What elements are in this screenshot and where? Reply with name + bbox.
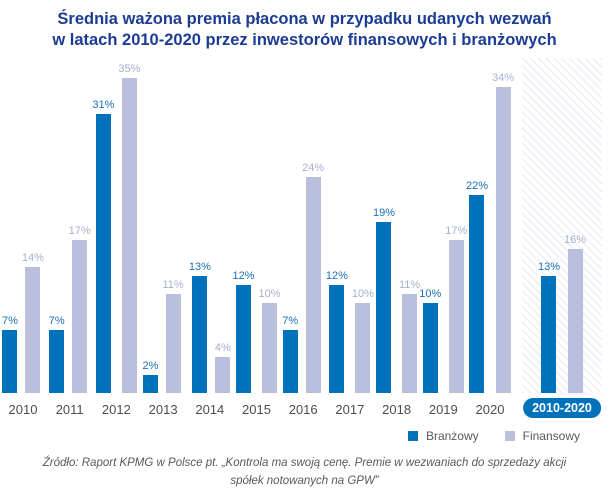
branzowy-swatch-icon (407, 431, 418, 441)
bar-value-label: 10% (351, 288, 374, 300)
bar-finansowy (567, 249, 583, 393)
bar-value-label: 34% (492, 72, 515, 84)
bar-branzowy (422, 303, 438, 393)
bar-value-label: 17% (445, 225, 468, 237)
bar-finansowy (495, 87, 511, 393)
bar-group: 19% 11% (357, 58, 437, 393)
year-label: 2017 (335, 402, 365, 417)
bar-branzowy (282, 330, 298, 393)
bar-value-label: 7% (48, 315, 65, 327)
bar-value-label: 22% (465, 180, 488, 192)
bar-value-label: 11% (162, 279, 184, 291)
x-axis: 2010 2011 2012 2013 2014 2015 2016 2017 2018 2019… (0, 397, 609, 425)
legend-item-branzowy: Branżowy (407, 429, 479, 443)
bar-value-label: 13% (537, 261, 560, 273)
bar-value-label: 19% (372, 207, 395, 219)
bar-branzowy (329, 285, 345, 393)
bar-value-label: 2% (142, 360, 159, 372)
bar-branzowy (95, 114, 111, 393)
year-label: 2012 (101, 402, 131, 417)
bar-branzowy (142, 375, 158, 393)
bar-group: 31% 35% (76, 58, 156, 393)
bar-finansowy (72, 240, 88, 393)
bar-value-label: 31% (92, 99, 115, 111)
year-label: 2010 (8, 402, 38, 417)
bar-value-label: 13% (188, 261, 211, 273)
bar-group: 7% 17% (30, 58, 110, 393)
bar-group: 10% 17% (403, 58, 483, 393)
bar-finansowy (262, 303, 278, 393)
year-label: 2018 (382, 402, 412, 417)
bar-branzowy (49, 330, 65, 393)
source-note: Źródło: Raport KPMG w Polsce pt. „Kontro… (0, 455, 609, 491)
legend: Branżowy Finansowy (407, 429, 580, 443)
bar-value-label: 10% (419, 288, 442, 300)
year-label: 2013 (148, 402, 178, 417)
bar-finansowy (121, 78, 137, 393)
year-label: 2019 (428, 402, 458, 417)
bar-group: 7% 24% (263, 58, 343, 393)
bar-finansowy (25, 267, 41, 393)
bar-value-label: 4% (214, 342, 231, 354)
year-label: 2014 (195, 402, 225, 417)
finansowy-swatch-icon (504, 431, 515, 441)
bar-finansowy (448, 240, 464, 393)
bar-group: 2% 11% (123, 58, 203, 393)
bar-branzowy (541, 276, 557, 393)
bar-value-label: 14% (21, 252, 44, 264)
source-text: Źródło: Raport KPMG w Polsce pt. „Kontro… (42, 457, 567, 487)
bar-value-label: 11% (399, 279, 421, 291)
bar-value-label: 10% (258, 288, 281, 300)
bar-group: 12% 10% (310, 58, 390, 393)
legend-label-finansowy: Finansowy (522, 429, 580, 443)
year-label: 2020 (475, 402, 505, 417)
bar-finansowy (165, 294, 181, 393)
bar-value-label: 7% (282, 315, 299, 327)
summary-pill: 2010-2020 (523, 398, 601, 418)
bar-branzowy (235, 285, 251, 393)
bar-value-label: 16% (564, 234, 587, 246)
bar-group: 22% 34% (450, 58, 530, 393)
bar-value-label: 24% (302, 162, 325, 174)
year-label: 2016 (288, 402, 318, 417)
legend-label-branzowy: Branżowy (425, 429, 479, 443)
chart-title: Średnia ważona premia płacona w przypadk… (0, 9, 609, 51)
bar-group: 7% 14% (0, 58, 63, 393)
bar-group: 13% 4% (170, 58, 250, 393)
bar-group: 13% 16% (522, 58, 602, 393)
year-label: 2015 (242, 402, 271, 417)
bar-branzowy (192, 276, 208, 393)
chart-title-line2: w latach 2010-2020 przez inwestorów fina… (52, 31, 557, 50)
bar-finansowy (402, 294, 418, 393)
bar-finansowy (355, 303, 371, 393)
bar-group: 12% 10% (217, 58, 297, 393)
bar-value-label: 17% (68, 225, 91, 237)
bar-value-label: 12% (232, 270, 255, 282)
bar-value-label: 12% (325, 270, 348, 282)
legend-item-finansowy: Finansowy (504, 429, 580, 443)
chart-title-line1: Średnia ważona premia płacona w przypadk… (57, 10, 552, 28)
bar-finansowy (215, 357, 231, 393)
year-label: 2011 (55, 402, 84, 417)
bar-value-label: 7% (2, 315, 18, 327)
bar-branzowy (469, 195, 485, 393)
bar-value-label: 35% (118, 63, 141, 75)
bar-finansowy (305, 177, 321, 393)
bar-branzowy (376, 222, 392, 393)
bar-branzowy (2, 330, 18, 393)
bar-chart: 7% 14% 7% 17% 31% 35% 2% 11% 13% 4% 12% 10% 7% 24% 12%… (0, 58, 609, 393)
